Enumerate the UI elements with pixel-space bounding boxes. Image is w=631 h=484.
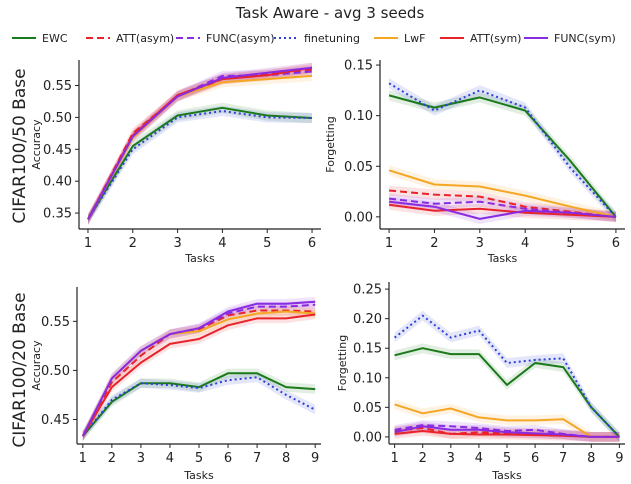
legend: EWC ATT(asym) FUNC(asym) finetuning LwF ATT(s… [12, 32, 616, 45]
x-tick-label: 6 [308, 236, 316, 251]
band-ewc [82, 368, 316, 441]
x-tick-label: 3 [447, 451, 455, 466]
legend-label: ATT(sym) [470, 32, 521, 45]
chart-bottom-right: 1 2 3 4 5 6 7 8 9 0.00 0.05 0.10 0.15 0.20 0.25 Tasks Fo… [336, 282, 625, 482]
band-ewc [389, 90, 616, 222]
series-line-ewc [82, 372, 316, 437]
x-tick-label: 8 [282, 451, 290, 466]
y-axis-title: Forgetting [324, 116, 337, 172]
x-tick-label: 6 [224, 451, 232, 466]
series-line-att-sym- [388, 203, 616, 218]
x-tick-label: 1 [390, 451, 398, 466]
series-line-lwf [87, 74, 313, 220]
y-tick-label: 0.10 [353, 371, 382, 386]
y-tick-label: 0.45 [41, 413, 70, 428]
series-line-ewc [394, 347, 621, 438]
x-axis-title: Tasks [487, 252, 518, 265]
x-tick-label: 5 [195, 451, 203, 466]
y-tick-label: 0.35 [43, 207, 72, 222]
y-tick-label: 0.00 [353, 430, 382, 445]
y-tick-label: 0.55 [43, 79, 72, 94]
band-finetuning [389, 78, 616, 222]
x-tick-label: 7 [253, 451, 261, 466]
y-tick-label: 0.05 [344, 160, 373, 175]
legend-label: FUNC(sym) [554, 32, 616, 45]
y-tick-label: 0.15 [353, 342, 382, 357]
series-line-func-sym- [388, 200, 616, 220]
row-title-top: CIFAR100/50 Base [10, 68, 30, 223]
legend-label: LwF [404, 32, 425, 45]
x-tick-label: 6 [531, 451, 539, 466]
y-tick-label: 0.40 [43, 175, 72, 190]
x-tick-label: 4 [218, 236, 226, 251]
y-tick-label: 0.10 [344, 109, 373, 124]
x-tick-label: 3 [137, 451, 145, 466]
band-att-asym- [82, 305, 316, 441]
legend-label: EWC [42, 32, 68, 45]
y-axis-title: Accuracy [30, 340, 43, 391]
series-line-func-sym- [81, 300, 316, 437]
x-tick-label: 2 [129, 236, 137, 251]
x-tick-label: 1 [79, 451, 87, 466]
band-ewc [88, 102, 312, 225]
band-func-sym- [82, 297, 316, 441]
series-line-finetuning [87, 110, 313, 220]
series-line-ewc [87, 106, 313, 220]
x-axis-title: Tasks [183, 469, 214, 482]
y-axis-title: Accuracy [30, 119, 43, 170]
y-tick-label: 0.15 [344, 59, 373, 74]
x-tick-label: 5 [566, 236, 574, 251]
series-line-att-sym- [81, 313, 316, 437]
x-tick-label: 2 [108, 451, 116, 466]
x-tick-label: 5 [263, 236, 271, 251]
x-axis-title: Tasks [184, 252, 215, 265]
y-tick-label: 0.45 [43, 143, 72, 158]
x-tick-label: 2 [430, 236, 438, 251]
series-line-lwf [388, 169, 617, 218]
x-tick-label: 4 [475, 451, 483, 466]
x-tick-label: 1 [84, 236, 92, 251]
series-line-func-sym- [394, 425, 620, 438]
series-line-ewc [388, 94, 617, 218]
series-line-finetuning [388, 82, 617, 218]
legend-label: ATT(asym) [116, 32, 174, 45]
chart-top-right: 1 2 3 4 5 6 0.00 0.05 0.10 0.15 Tasks Forgetting [324, 59, 625, 265]
y-tick-label: 0.00 [344, 210, 373, 225]
legend-label: finetuning [304, 32, 360, 45]
row-title-bottom: CIFAR100/20 Base [10, 292, 30, 447]
chart-top-left: 1 2 3 4 5 6 0.35 0.40 0.45 0.50 0.55 Tasks Accuracy [30, 60, 321, 265]
x-tick-label: 7 [559, 451, 567, 466]
legend-label: FUNC(asym) [206, 32, 275, 45]
x-tick-label: 3 [173, 236, 181, 251]
band-att-sym- [82, 309, 316, 441]
x-tick-label: 8 [587, 451, 595, 466]
band-lwf [88, 70, 312, 225]
x-tick-label: 2 [419, 451, 427, 466]
y-axis-title: Forgetting [336, 335, 349, 391]
y-tick-label: 0.55 [41, 315, 70, 330]
y-tick-label: 0.05 [353, 401, 382, 416]
series-line-finetuning [82, 376, 316, 437]
x-tick-label: 5 [503, 451, 511, 466]
x-tick-label: 4 [166, 451, 174, 466]
x-tick-label: 4 [521, 236, 529, 251]
series-line-func-sym- [87, 66, 313, 220]
chart-bottom-left: 1 2 3 4 5 6 7 8 9 0.45 0.50 0.55 Tasks Accuracy [30, 287, 321, 482]
x-tick-label: 1 [385, 236, 393, 251]
x-axis-title: Tasks [491, 469, 522, 482]
y-tick-label: 0.50 [41, 364, 70, 379]
x-tick-label: 9 [311, 451, 319, 466]
x-tick-label: 6 [612, 236, 620, 251]
figure-title: Task Aware - avg 3 seeds [235, 4, 425, 22]
series-line-lwf [394, 403, 620, 438]
x-tick-label: 3 [476, 236, 484, 251]
y-tick-label: 0.20 [353, 312, 382, 327]
band-lwf [389, 165, 616, 222]
x-tick-label: 9 [615, 451, 623, 466]
y-tick-label: 0.25 [353, 283, 382, 298]
band-lwf [82, 306, 316, 441]
y-tick-label: 0.50 [43, 111, 72, 126]
